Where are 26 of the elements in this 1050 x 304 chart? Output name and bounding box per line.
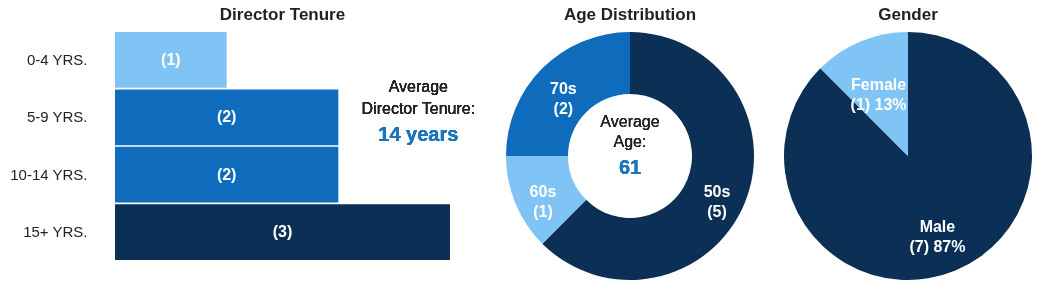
annotation: Average Director Tenure: — [361, 78, 476, 118]
slice-label: 70s — [550, 80, 577, 98]
slice-label: 60s — [529, 183, 557, 201]
data-label: (2) — [216, 108, 237, 126]
y-tick-label: 15+ YRS. — [23, 223, 88, 241]
data-label: (2) — [216, 165, 237, 183]
slice-label: Female — [851, 75, 907, 93]
slice-label: 50s — [703, 183, 731, 201]
data-label: (5) — [707, 203, 727, 221]
data-label: (2) — [553, 100, 574, 118]
data-label: (1) — [161, 50, 181, 68]
chart-title: Gender — [878, 5, 939, 24]
annotation: 14 years — [378, 123, 459, 146]
slice-label: Male — [919, 218, 956, 236]
pie-slice — [784, 32, 1032, 280]
y-tick-label: 0-4 YRS. — [26, 50, 88, 68]
chart-title: Age Distribution — [563, 5, 697, 24]
y-tick-label: 10-14 YRS. — [10, 165, 88, 183]
text: Average Age: — [600, 113, 660, 150]
data-label: (7) 87% — [909, 238, 966, 256]
data-label: (1) — [533, 203, 553, 221]
data-label: (3) — [272, 223, 293, 241]
chart-title: Director Tenure — [219, 5, 346, 24]
donut-slice — [506, 156, 587, 244]
text: 61 — [618, 156, 642, 178]
y-tick-label: 5-9 YRS. — [26, 108, 88, 126]
